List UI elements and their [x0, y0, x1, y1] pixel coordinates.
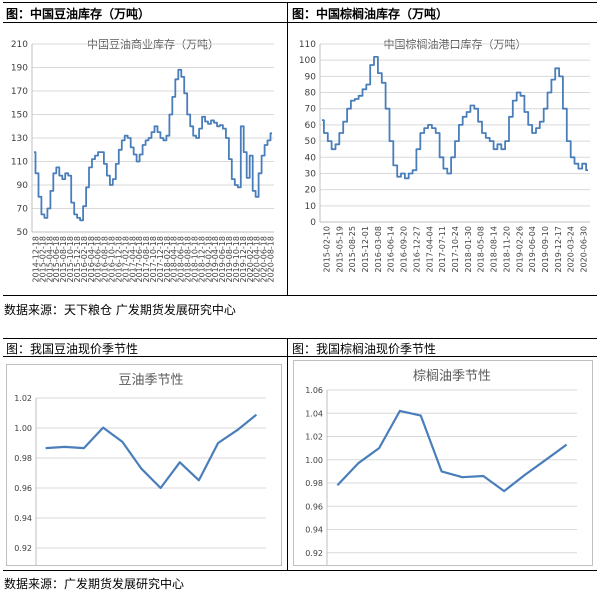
y-tick-label: 150 — [11, 111, 28, 121]
soyoil-stock-panel-title: 图：中国豆油库存（万吨） — [6, 5, 150, 22]
series-line — [46, 415, 257, 488]
x-tick-label: 2019-12-17 — [554, 226, 563, 273]
y-tick-label: 70 — [17, 205, 29, 215]
x-tick-label: 2020-06-30 — [580, 226, 589, 273]
top-frame-divider — [3, 22, 597, 23]
y-tick-label: 1.02 — [14, 394, 32, 403]
x-tick-label: 2016-12-27 — [412, 226, 421, 273]
palmoil-stock-chart: 中国棕榈油港口库存（万吨）010203040506070809010011020… — [292, 30, 594, 292]
y-tick-label: 0.96 — [305, 502, 323, 511]
y-tick-label: 0.94 — [305, 526, 323, 535]
bottom-data-source: 数据来源：广发期货发展研究中心 — [4, 575, 184, 592]
y-tick-label: 40 — [305, 153, 317, 163]
x-tick-label: 2018-01-30 — [464, 226, 473, 273]
x-tick-label: 2020-08-18 — [267, 236, 276, 283]
x-tick-label: 2018-05-08 — [477, 226, 486, 273]
x-tick-label: 2017-10-24 — [451, 226, 460, 273]
x-tick-label: 2019-02-26 — [515, 226, 524, 273]
y-tick-label: 0.96 — [14, 484, 32, 493]
series-line — [322, 57, 588, 178]
palmoil-stock-panel-title: 图：中国棕榈油库存（万吨） — [292, 5, 448, 22]
x-tick-label: 2017-07-11 — [438, 226, 447, 273]
series-line — [34, 70, 272, 221]
y-tick-label: 1.06 — [305, 386, 323, 395]
top-data-source: 数据来源：天下粮仓 广发期货发展研究中心 — [4, 301, 236, 318]
top-frame-middle — [287, 2, 288, 295]
y-tick-label: 0 — [310, 218, 316, 228]
bottom-frame-top — [3, 338, 597, 339]
y-tick-label: 0.98 — [14, 454, 32, 463]
x-tick-label: 2015-02-10 — [322, 226, 331, 273]
y-tick-label: 130 — [11, 134, 28, 144]
palmoil-seasonality-panel-title: 图：我国棕榈油现价季节性 — [292, 340, 436, 357]
x-tick-label: 2019-09-10 — [541, 226, 550, 273]
y-tick-label: 100 — [299, 56, 316, 66]
y-tick-label: 50 — [17, 228, 29, 238]
x-tick-label: 2018-11-20 — [502, 226, 511, 272]
y-tick-label: 1.00 — [305, 456, 323, 465]
y-tick-label: 30 — [305, 169, 317, 179]
chart-frame — [294, 361, 593, 566]
y-tick-label: 0.92 — [14, 544, 32, 553]
top-frame-bottom — [3, 295, 597, 296]
y-tick-label: 1.04 — [305, 409, 323, 418]
x-tick-label: 2017-04-04 — [425, 226, 434, 273]
y-tick-label: 10 — [305, 202, 317, 212]
chart-title: 豆油季节性 — [118, 373, 183, 388]
palmoil-seasonality-chart: 棕榈油季节性0.900.920.940.960.981.001.021.041.… — [293, 360, 593, 566]
y-tick-label: 110 — [299, 40, 316, 50]
x-tick-label: 2020-03-24 — [567, 226, 576, 273]
top-frame-top — [3, 2, 597, 3]
y-tick-label: 190 — [11, 64, 28, 74]
y-tick-label: 60 — [305, 121, 317, 131]
bottom-frame-bottom — [3, 570, 597, 571]
y-tick-label: 90 — [17, 181, 29, 191]
x-tick-label: 2016-06-14 — [387, 226, 396, 273]
soyoil-stock-chart: 中国豆油商业库存（万吨）5070901101301501701902102014… — [6, 30, 284, 292]
x-tick-label: 2019-06-04 — [528, 226, 537, 273]
y-tick-label: 110 — [11, 158, 28, 168]
y-tick-label: 80 — [305, 89, 317, 99]
x-tick-label: 2015-08-25 — [348, 226, 357, 273]
x-tick-label: 2016-09-20 — [400, 226, 409, 273]
chart-frame — [7, 365, 282, 566]
y-tick-label: 1.00 — [14, 424, 32, 433]
x-tick-label: 2018-08-14 — [490, 226, 499, 273]
y-tick-label: 20 — [305, 186, 317, 196]
soyoil-seasonality-chart: 豆油季节性0.900.920.940.960.981.001.021月2月3月4… — [6, 364, 282, 566]
y-tick-label: 70 — [305, 105, 317, 115]
y-tick-label: 0.98 — [305, 479, 323, 488]
y-tick-label: 0.94 — [14, 514, 32, 523]
x-tick-label: 2015-12-01 — [361, 226, 370, 273]
x-tick-label: 2015-05-19 — [335, 226, 344, 273]
bottom-frame-middle — [287, 338, 288, 570]
y-tick-label: 170 — [11, 87, 28, 97]
soyoil-seasonality-panel-title: 图：我国豆油现价季节性 — [6, 340, 138, 357]
y-tick-label: 90 — [305, 72, 317, 82]
y-tick-label: 50 — [305, 137, 317, 147]
y-tick-label: 210 — [11, 40, 28, 50]
y-tick-label: 0.92 — [305, 549, 323, 558]
y-tick-label: 1.02 — [305, 433, 323, 442]
chart-title: 棕榈油季节性 — [413, 369, 491, 384]
x-tick-label: 2016-03-08 — [374, 226, 383, 273]
series-line — [337, 411, 566, 491]
